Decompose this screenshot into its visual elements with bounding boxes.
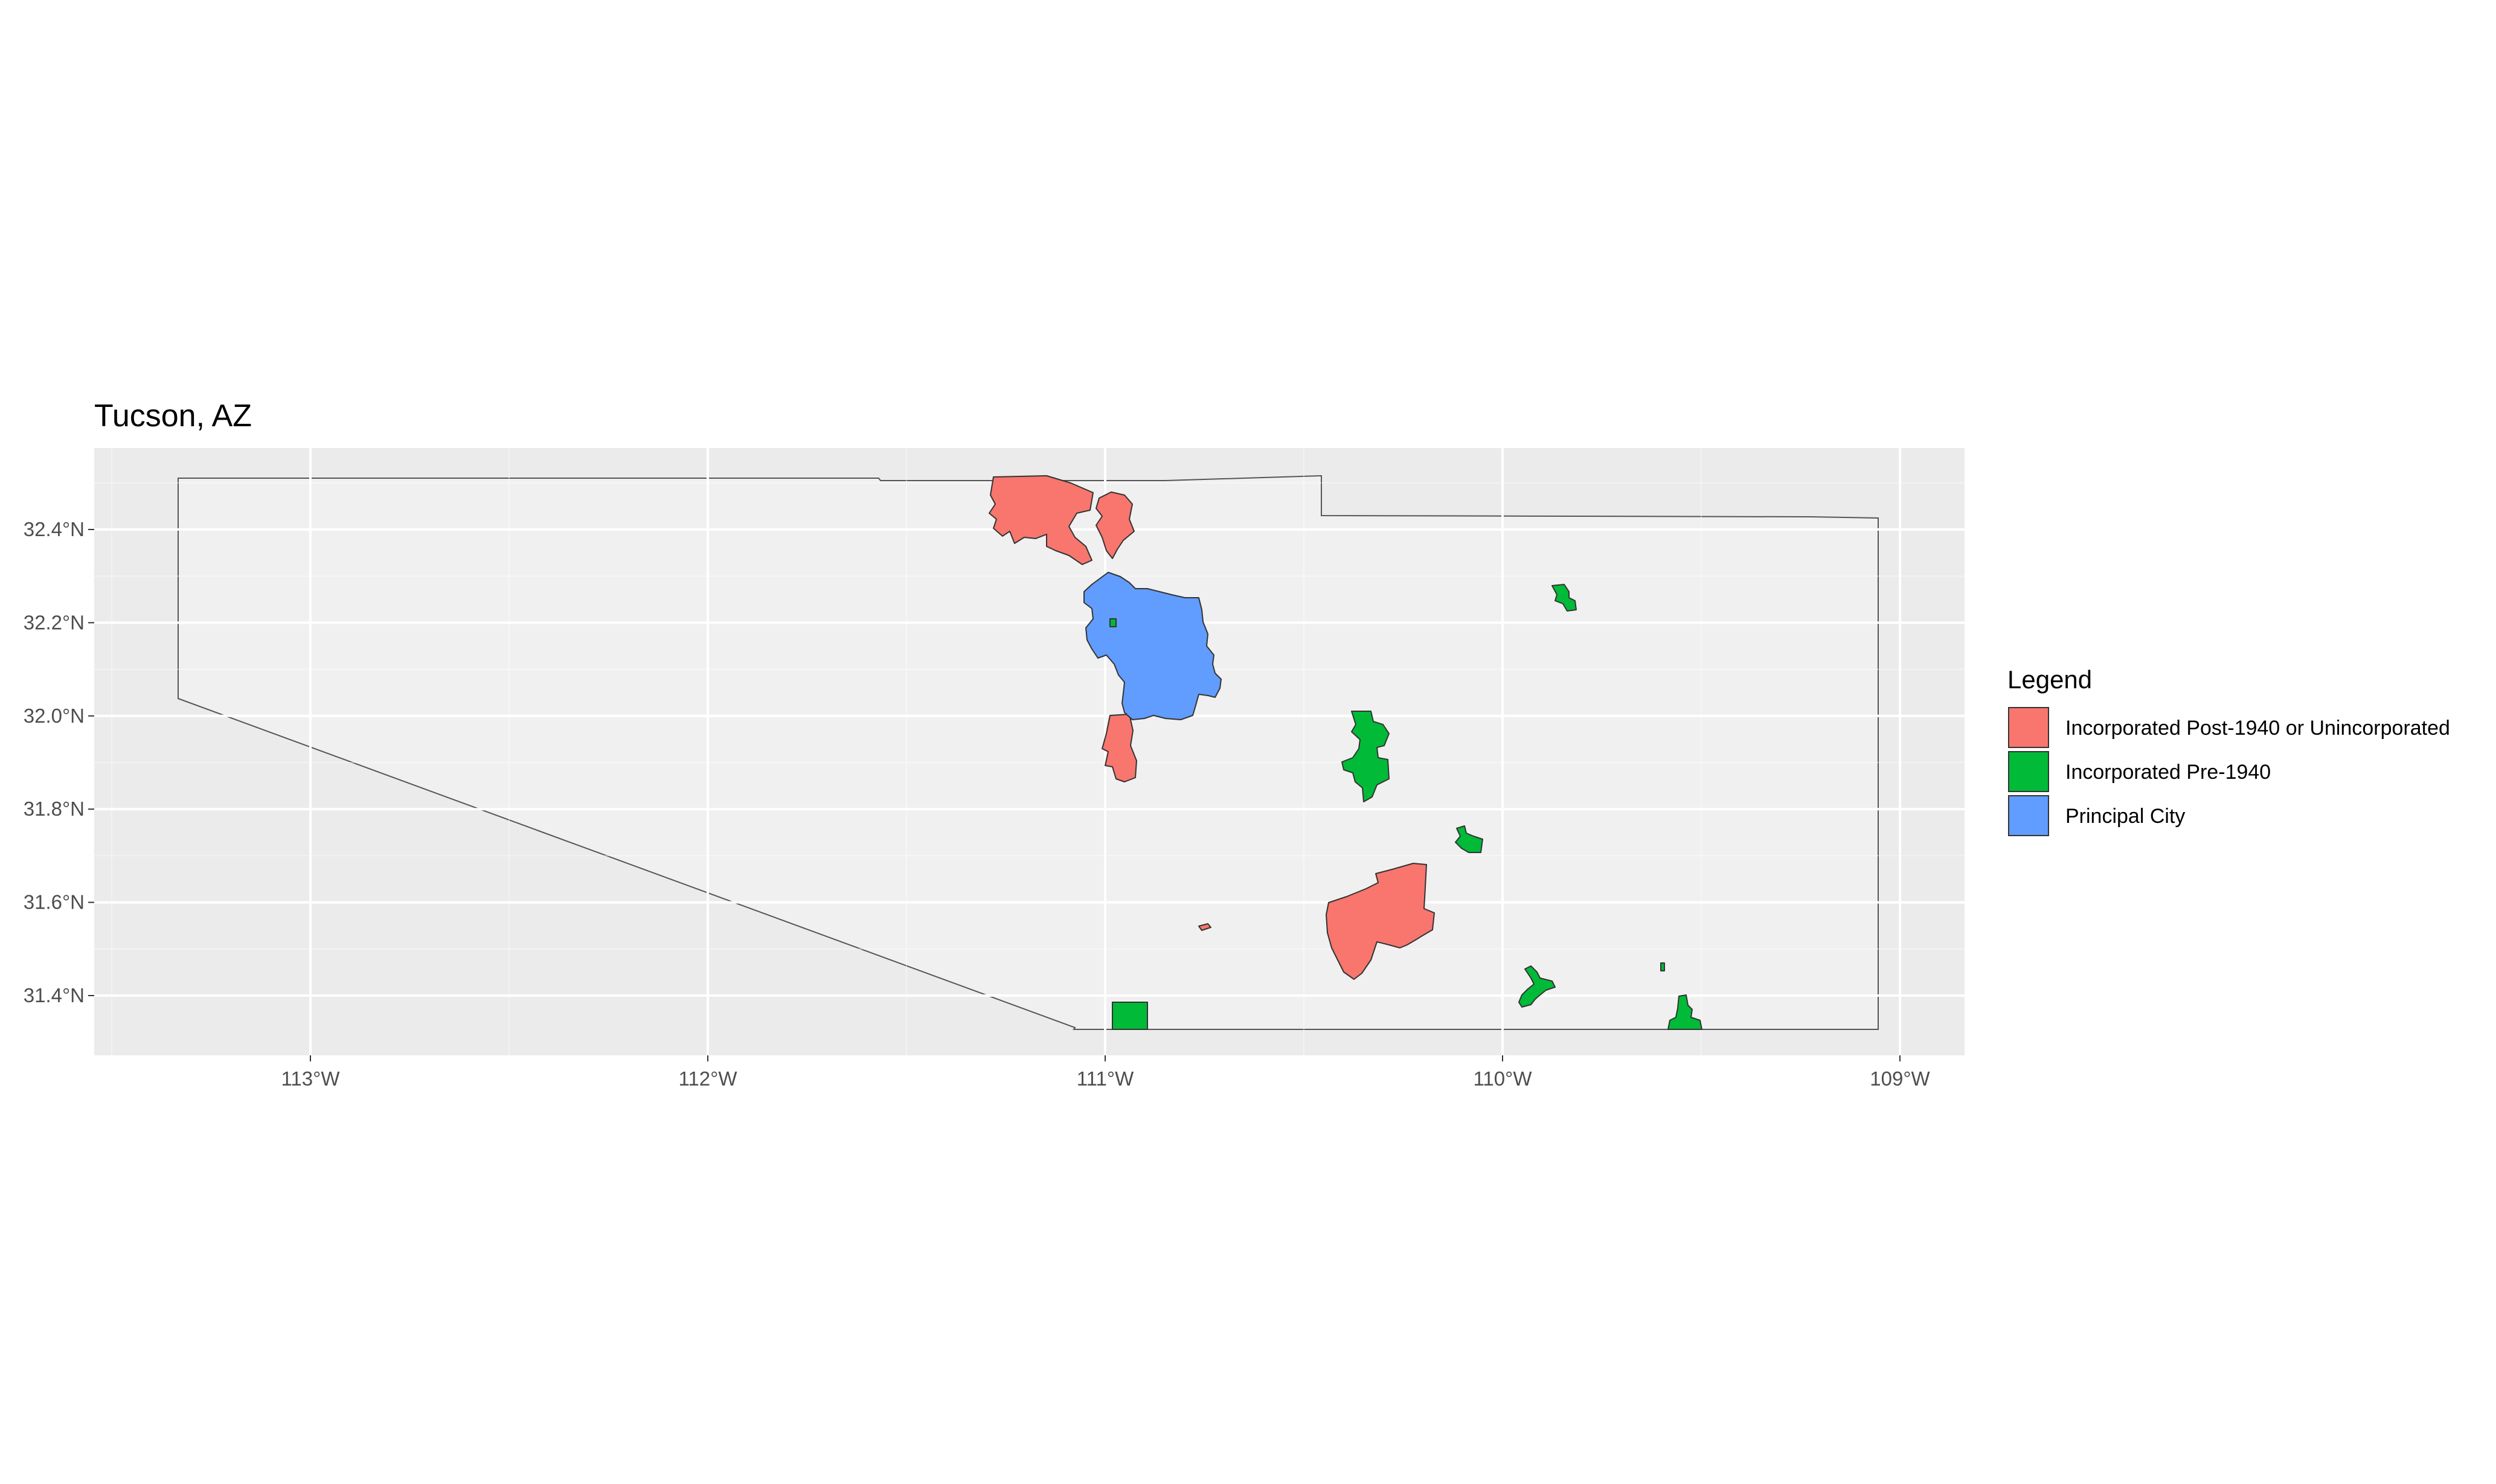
y-tick-label: 31.4°N (24, 984, 85, 1006)
legend-label: Principal City (2065, 805, 2185, 828)
place-northeast-small (1551, 584, 1577, 612)
x-tick-label: 113°W (281, 1067, 341, 1090)
legend-label: Incorporated Pre-1940 (2065, 761, 2271, 784)
x-tick-label: 112°W (679, 1067, 738, 1090)
x-tick-label: 109°W (1870, 1067, 1930, 1090)
y-tick-label: 31.6°N (24, 891, 85, 913)
y-tick-label: 32.2°N (24, 611, 85, 633)
x-tick-label: 110°W (1474, 1067, 1533, 1090)
place-sahuarita-area (1102, 714, 1137, 782)
place-benson-area (1341, 711, 1390, 802)
place-catalina-foothills-north (1096, 491, 1135, 559)
legend-title: Legend (2007, 665, 2092, 694)
place-east-tiny (1660, 962, 1665, 971)
place-bisbee-area (1518, 965, 1556, 1008)
legend-label: Incorporated Post-1940 or Unincorporated (2065, 717, 2450, 740)
place-tucson (1083, 572, 1222, 720)
x-tick-label: 111°W (1077, 1067, 1134, 1090)
legend-items: Incorporated Post-1940 or Unincorporated… (2008, 707, 2450, 836)
y-tick-label: 31.8°N (24, 798, 85, 820)
place-sierra-vista-area (1326, 863, 1435, 980)
places-layer (989, 475, 1702, 1030)
y-tick-label: 32.0°N (24, 705, 85, 727)
place-nogales (1112, 1002, 1148, 1030)
map-panel: 113°W 112°W 111°W 110°W 109°W 32.4°N 32.2°N 32.… (24, 448, 1965, 1090)
legend-swatch (2008, 751, 2049, 792)
legend-swatch (2008, 707, 2049, 748)
place-small-post1940 (1198, 923, 1211, 931)
county-outline (178, 475, 1879, 1030)
map-title: Tucson, AZ (94, 398, 252, 433)
legend: Legend Incorporated Post-1940 or Unincor… (2007, 665, 2450, 836)
legend-swatch (2008, 795, 2049, 836)
y-tick-label: 32.4°N (24, 518, 85, 540)
axis-ticks: 113°W 112°W 111°W 110°W 109°W 32.4°N 32.2°N 32.… (24, 518, 1931, 1090)
place-douglas-area (1667, 994, 1702, 1030)
place-south-tucson (1109, 618, 1117, 627)
place-tombstone-area (1455, 825, 1483, 853)
place-oro-valley-area (989, 475, 1094, 565)
